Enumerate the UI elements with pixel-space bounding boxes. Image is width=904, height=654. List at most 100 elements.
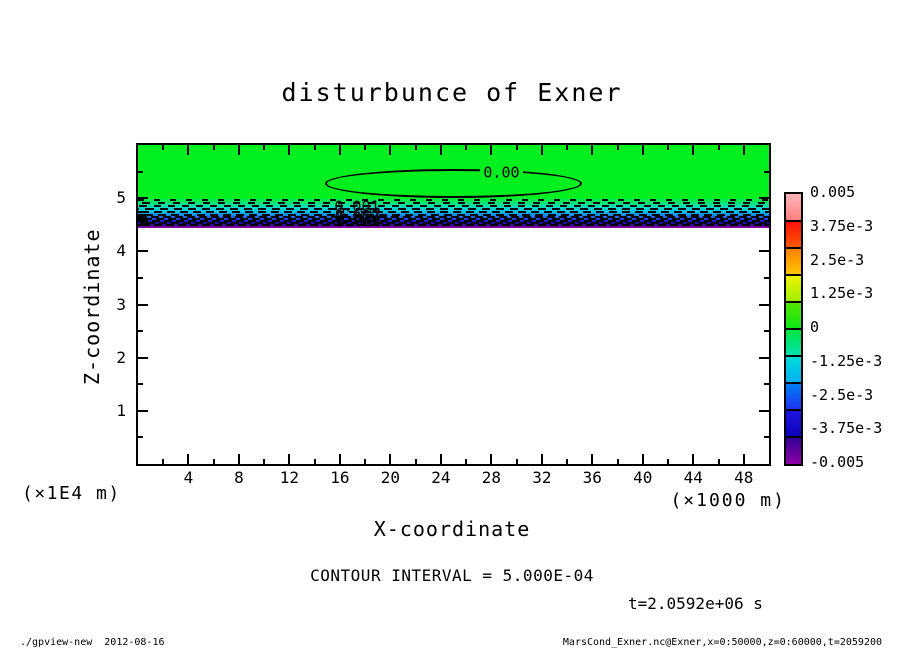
x-axis-tick [439,454,442,464]
y-axis-tick [138,303,148,306]
x-tick-label: 48 [734,468,754,487]
x-axis-tick [515,145,518,150]
x-tick-label: 12 [279,468,300,487]
zero-contour-ellipse [324,168,583,199]
negative-contour-dashed-line [138,218,769,221]
y-axis-tick [764,383,769,386]
footer-data-source: MarsCond_Exner.nc@Exner,x=0:50000,z=0:60… [562,637,882,648]
colorbar-tick-label: 1.25e-3 [810,284,874,303]
negative-contour-dashed-line [138,211,769,214]
x-axis-tick [591,145,594,155]
x-axis-tick [288,454,291,464]
y-axis-tick [764,170,769,173]
x-axis-tick [717,459,720,464]
colorbar-divider [786,409,801,411]
x-axis-tick [566,459,569,464]
x-tick-label: 32 [532,468,552,487]
x-axis-tick [364,459,367,464]
x-axis-tick [439,145,442,155]
y-axis-tick [759,303,769,306]
colorbar-tick-label: 2.5e-3 [810,250,865,269]
x-axis-tick [641,145,644,155]
x-axis-tick [389,145,392,155]
y-axis-tick [764,330,769,333]
chart-title: disturbunce of Exner [281,78,623,107]
colorbar-tick-label: 0 [810,318,820,336]
x-axis-tick [414,459,417,464]
x-axis-tick [667,145,670,150]
x-axis-tick [187,454,190,464]
colorbar-divider [786,274,801,276]
x-axis-tick [566,145,569,150]
negative-contour-dashed-line [138,205,769,208]
x-axis-units: (×1000 m) [670,490,786,511]
colorbar-tick-label: -2.5e-3 [810,385,874,404]
x-axis-tick [641,454,644,464]
x-axis-tick [389,454,392,464]
x-axis-tick [717,145,720,150]
y-axis-tick [138,383,143,386]
negative-contour-dashed-line [138,216,769,219]
y-axis-tick [138,197,148,200]
contour-interval-text: CONTOUR INTERVAL = 5.000E-04 [310,566,594,585]
plot-area: 0.00 0.001 0.002 0.003 0.004 [136,143,771,466]
negative-contour-dashed-line [138,220,769,223]
x-axis-tick [465,145,468,150]
negative-contour-dashed-line [138,202,769,205]
colorbar-tick-label: 3.75e-3 [810,216,874,235]
y-tick-label: 3 [116,294,126,314]
negative-contour-label: 0.001 [334,197,380,216]
y-axis-tick [759,356,769,359]
x-axis-tick [187,145,190,155]
x-tick-label: 4 [183,468,194,487]
negative-contour-dashed-line [138,213,769,216]
y-axis-tick [764,276,769,279]
negative-gradient-band [138,197,769,229]
x-axis-tick [591,454,594,464]
y-axis-tick [759,409,769,412]
x-axis-tick [616,459,619,464]
x-axis-tick [465,459,468,464]
x-axis-tick [490,145,493,155]
colorbar-tick-label: -1.25e-3 [810,351,883,370]
y-axis-tick [138,170,143,173]
x-tick-label: 36 [582,468,602,487]
y-axis-title: Z-coordinate [80,228,104,386]
colorbar-divider [786,220,801,222]
x-axis-tick [237,145,240,155]
colorbar-tick-label: -3.75e-3 [810,419,883,438]
x-axis-tick [212,459,215,464]
negative-contour-label: 0.003 [334,208,380,227]
colorbar-divider [786,247,801,249]
x-tick-label: 40 [633,468,653,487]
colorbar-divider [786,328,801,330]
colorbar-divider [786,436,801,438]
y-axis-units: (×1E4 m) [22,483,121,504]
negative-contour-dashed-line [138,224,769,227]
x-tick-label: 8 [234,468,244,487]
x-axis-tick [288,145,291,155]
x-axis-tick [540,145,543,155]
y-axis-tick [138,223,143,226]
x-axis-tick [338,454,341,464]
y-axis-tick [764,436,769,439]
colorbar-divider [786,355,801,357]
y-tick-label: 2 [116,347,126,367]
y-axis-tick [764,223,769,226]
x-axis-tick [742,145,745,155]
x-axis-tick [263,145,266,150]
negative-contour-label: 0.002 [336,204,382,223]
x-tick-label: 44 [683,468,703,487]
negative-contour-dashed-line [138,208,769,211]
colorbar-tick-label: 0.005 [810,183,856,201]
x-tick-label: 20 [380,468,401,487]
x-axis-tick [742,454,745,464]
x-axis-tick [338,145,341,155]
x-axis-tick [313,459,316,464]
x-axis-tick [364,145,367,150]
negative-contour-dashed-line [138,222,769,225]
x-axis-tick [515,459,518,464]
x-axis-tick [263,459,266,464]
y-axis-tick [759,197,769,200]
x-tick-label: 16 [330,468,350,487]
